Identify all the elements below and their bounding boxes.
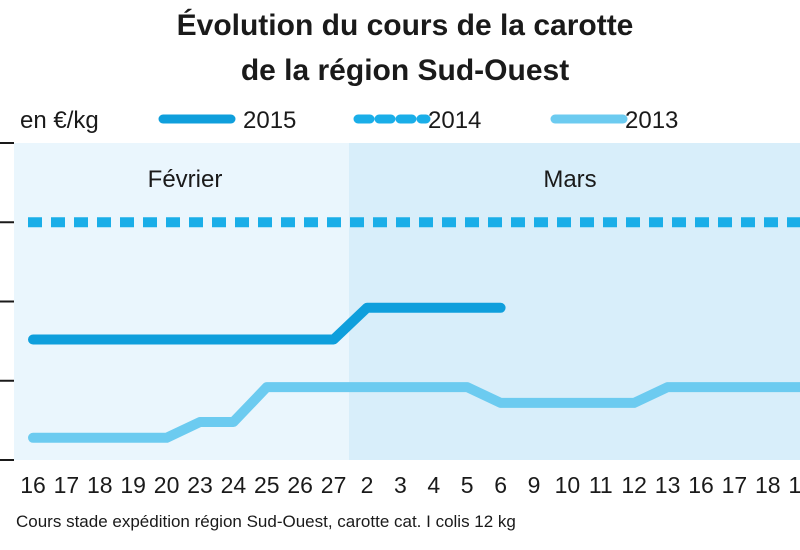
x-tick-label-19: 13 (655, 472, 681, 498)
legend-label-2014: 2014 (428, 107, 481, 134)
series-layer (28, 217, 800, 443)
legend-label-2013: 2013 (625, 107, 678, 134)
chart-title-line-2: de la région Sud-Ouest (241, 54, 569, 87)
x-tick-label-7: 25 (254, 472, 280, 498)
x-tick-label-6: 24 (221, 472, 247, 498)
x-tick-label-22: 18 (755, 472, 781, 498)
x-tick-label-12: 4 (427, 472, 440, 498)
x-tick-label-14: 6 (494, 472, 507, 498)
x-tick-label-23: 19 (788, 472, 800, 498)
x-tick-label-13: 5 (461, 472, 474, 498)
x-tick-label-1: 17 (54, 472, 80, 498)
x-tick-label-9: 27 (321, 472, 347, 498)
x-tick-label-5: 23 (187, 472, 213, 498)
plot-background-february (14, 143, 349, 460)
y-axis-unit-label: en €/kg (20, 107, 99, 134)
x-tick-label-11: 3 (394, 472, 407, 498)
legend: 2015 2014 2013 (158, 107, 678, 134)
series-line-2015 (28, 302, 506, 345)
x-tick-label-0: 16 (20, 472, 46, 498)
month-label-february: Février (148, 166, 223, 193)
source-note: Cours stade expédition région Sud-Ouest,… (16, 512, 516, 531)
x-tick-label-17: 11 (589, 472, 613, 498)
series-line-2013 (28, 382, 800, 443)
x-tick-label-3: 19 (120, 472, 146, 498)
x-tick-label-16: 10 (555, 472, 581, 498)
x-tick-label-2: 18 (87, 472, 113, 498)
x-tick-label-21: 17 (722, 472, 748, 498)
x-tick-label-8: 26 (287, 472, 313, 498)
x-tick-label-20: 16 (688, 472, 714, 498)
chart-title-line-1: Évolution du cours de la carotte (177, 8, 634, 42)
legend-label-2015: 2015 (243, 107, 296, 134)
x-tick-label-18: 12 (621, 472, 647, 498)
x-axis-ticks: 16 17 18 19 20 23 24 25 26 27 2 3 4 5 6 9 10 11 12 13 16 17 18… (20, 472, 800, 498)
month-label-march: Mars (543, 166, 596, 193)
x-tick-label-15: 9 (528, 472, 541, 498)
x-tick-label-4: 20 (154, 472, 180, 498)
x-tick-label-10: 2 (361, 472, 374, 498)
y-axis-ticks (0, 142, 14, 461)
